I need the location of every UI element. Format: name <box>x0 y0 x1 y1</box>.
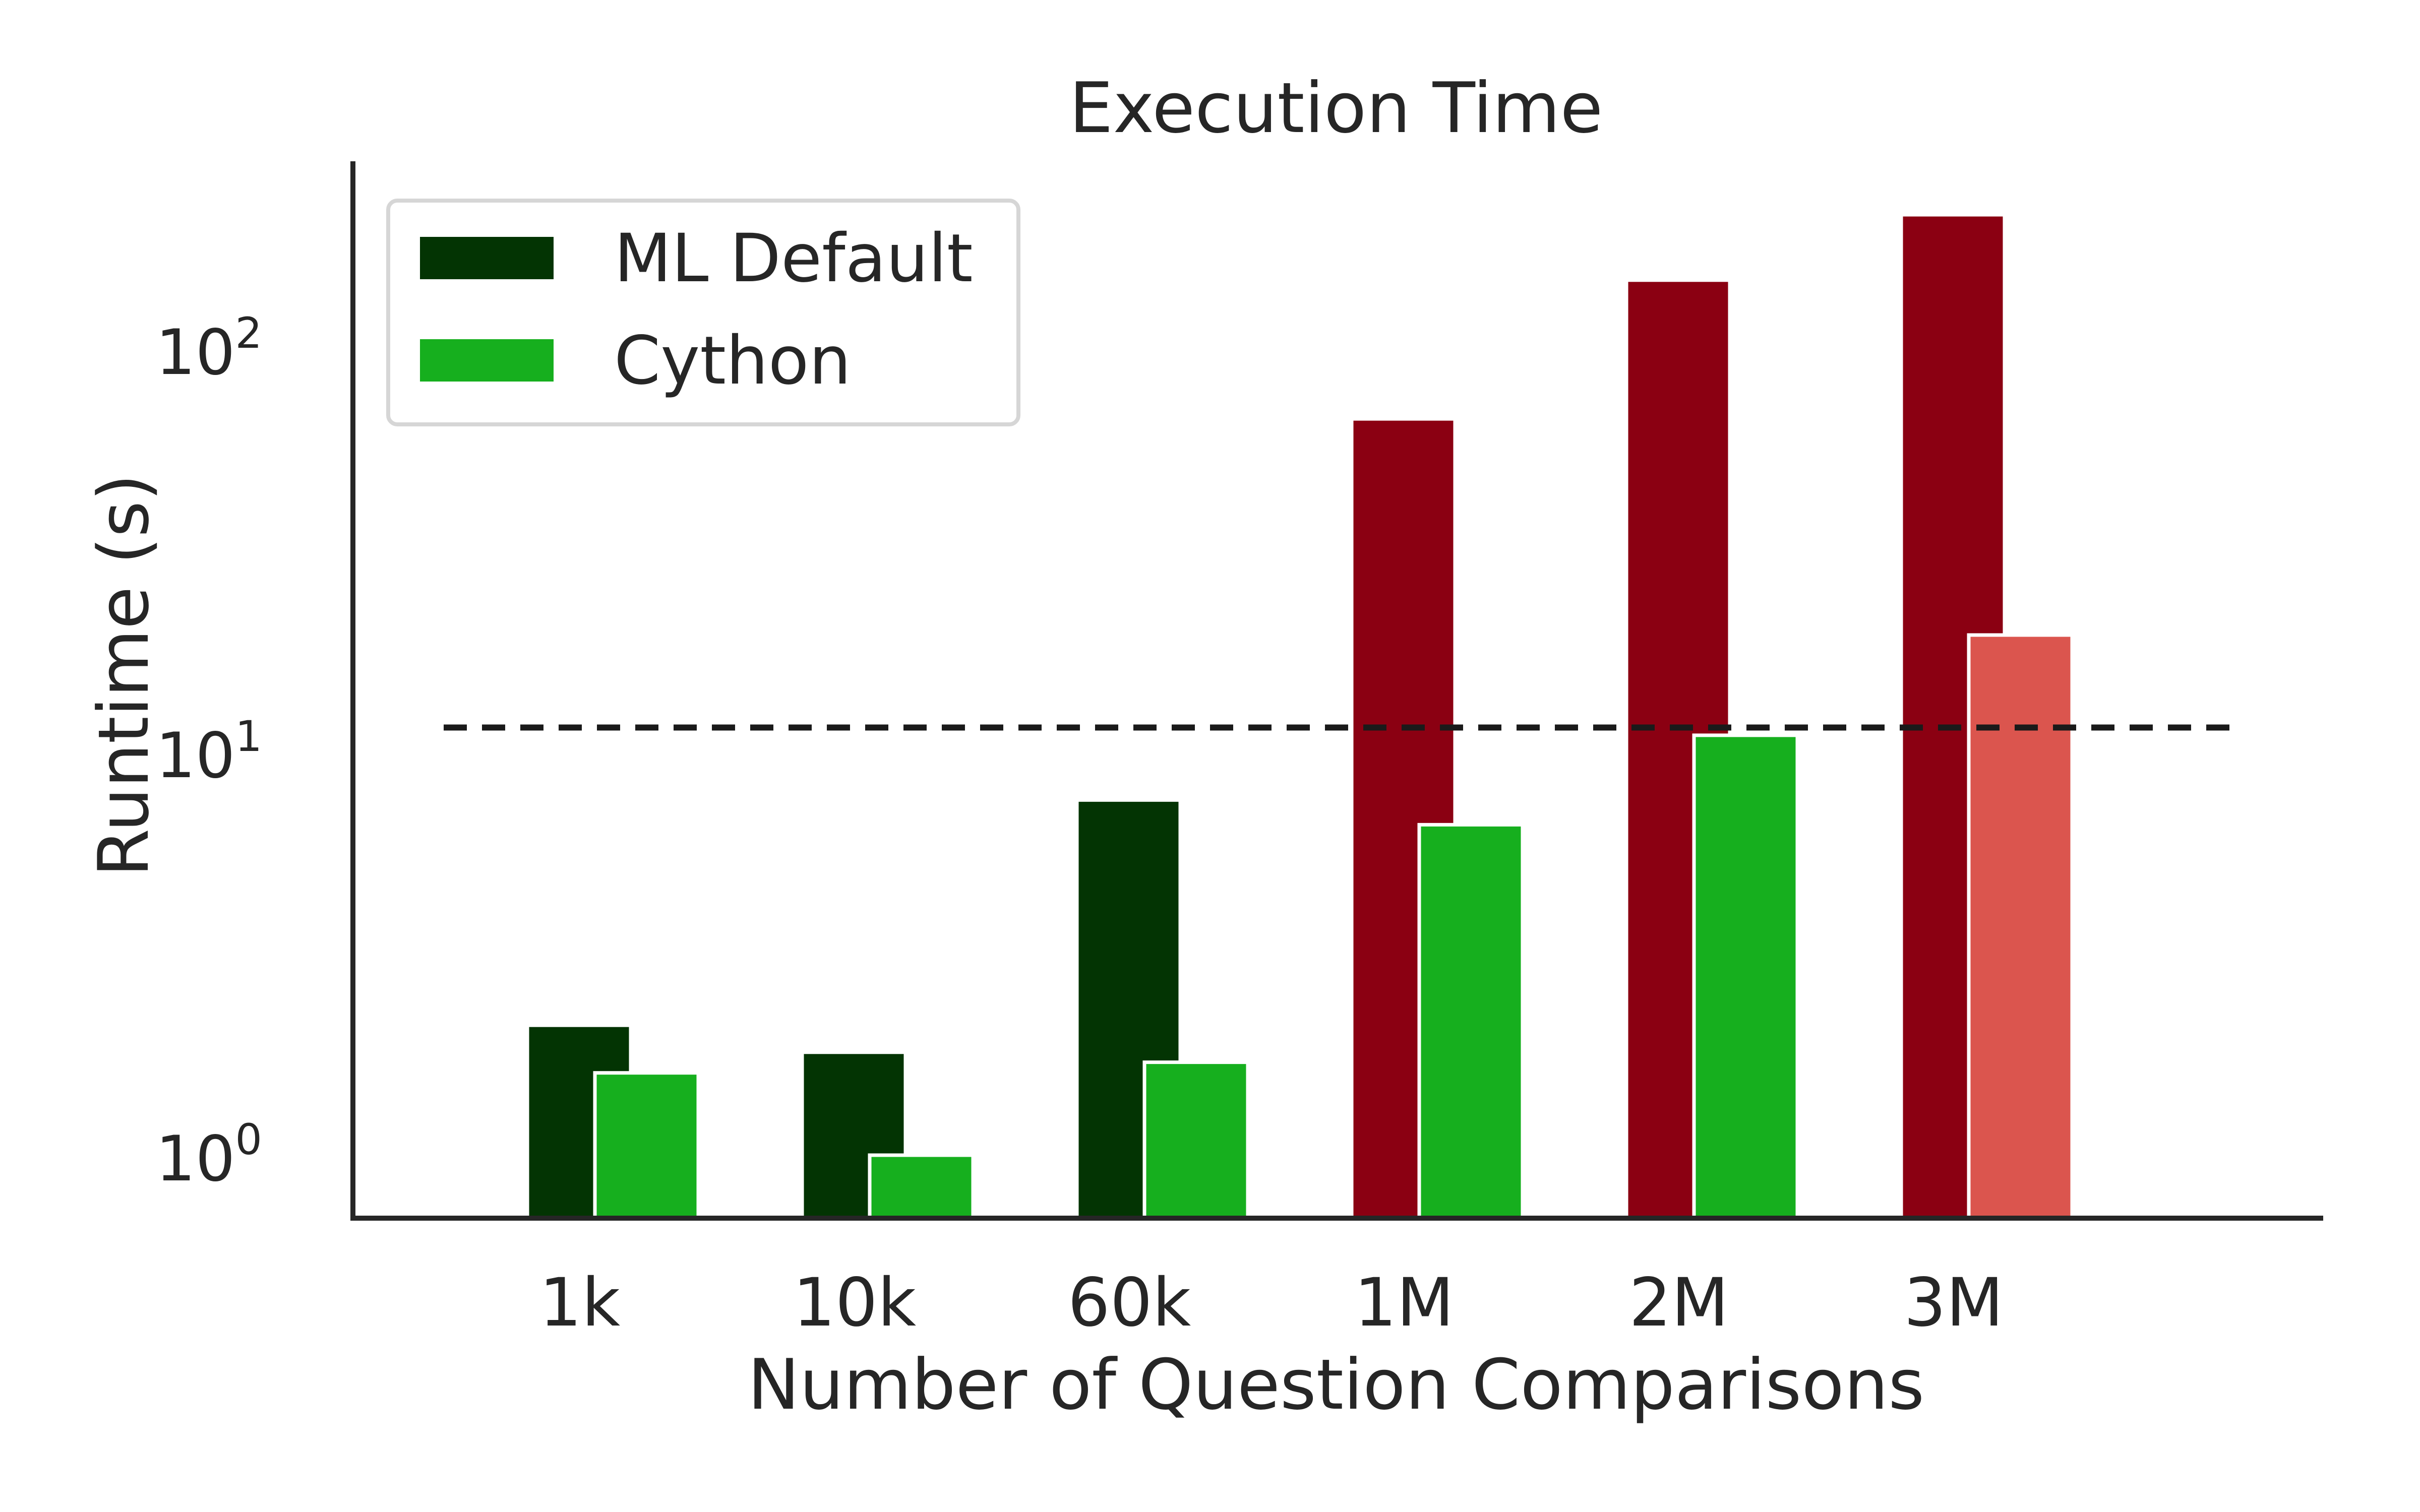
x-tick-label-3m: 3M <box>1904 1264 2004 1342</box>
legend-swatch-cython <box>420 339 554 382</box>
y-tick-base: 10 <box>156 317 235 389</box>
legend-label-ml-default: ML Default <box>614 220 973 297</box>
legend-label-cython: Cython <box>614 322 851 400</box>
y-tick-label: 100 <box>156 1115 262 1195</box>
bar-cython-10k <box>868 1153 975 1220</box>
bar-cython-1k <box>593 1071 700 1220</box>
y-tick-exponent: 0 <box>235 1115 262 1164</box>
x-tick-label-60k: 60k <box>1068 1264 1191 1342</box>
y-tick-base: 10 <box>156 720 235 792</box>
legend-entries: ML Default Cython <box>420 220 973 400</box>
x-tick-label-10k: 10k <box>793 1264 917 1342</box>
bar-cython-1m <box>1417 823 1525 1220</box>
y-tick-exponent: 2 <box>235 308 262 358</box>
x-tick-label-2m: 2M <box>1629 1264 1729 1342</box>
bars-group <box>525 213 2074 1220</box>
bar-cython-60k <box>1142 1060 1250 1220</box>
y-tick-base: 10 <box>156 1123 235 1195</box>
bar-cython-2m <box>1692 733 1799 1220</box>
y-tick-exponent: 1 <box>235 712 262 761</box>
y-tick-label: 102 <box>156 308 262 389</box>
chart-title: Execution Time <box>1069 68 1603 149</box>
x-axis-label: Number of Question Comparisons <box>748 1344 1924 1425</box>
y-tick-label: 101 <box>156 712 262 792</box>
legend: ML Default Cython <box>386 199 1020 426</box>
legend-swatch-ml-default <box>420 237 554 279</box>
x-tick-label-1k: 1k <box>539 1264 621 1342</box>
x-tick-labels: 1k 10k 60k 1M 2M 3M <box>539 1264 2004 1342</box>
bar-cython-3m <box>1967 633 2074 1220</box>
y-axis-label: Runtime (s) <box>83 474 164 877</box>
x-tick-label-1m: 1M <box>1354 1264 1454 1342</box>
